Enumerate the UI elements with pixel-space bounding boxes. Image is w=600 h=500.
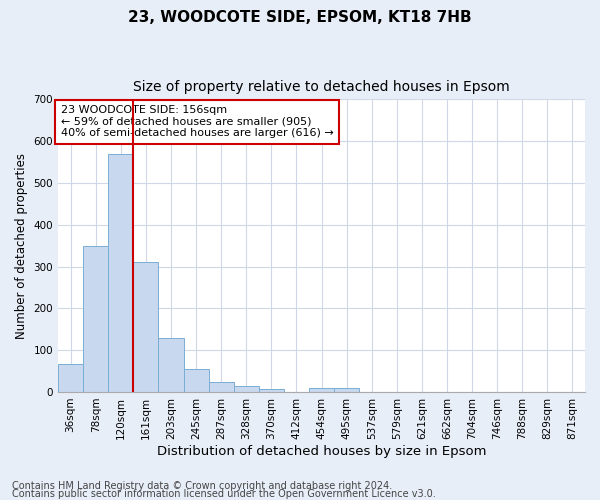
- Bar: [309, 388, 334, 392]
- X-axis label: Distribution of detached houses by size in Epsom: Distribution of detached houses by size …: [157, 444, 486, 458]
- Bar: [158, 338, 184, 392]
- Text: Contains HM Land Registry data © Crown copyright and database right 2024.: Contains HM Land Registry data © Crown c…: [12, 481, 392, 491]
- Bar: [58, 364, 83, 392]
- Bar: [108, 154, 133, 392]
- Bar: [184, 369, 209, 392]
- Text: 23 WOODCOTE SIDE: 156sqm
← 59% of detached houses are smaller (905)
40% of semi-: 23 WOODCOTE SIDE: 156sqm ← 59% of detach…: [61, 105, 334, 138]
- Bar: [83, 246, 108, 392]
- Bar: [259, 390, 284, 392]
- Bar: [209, 382, 233, 392]
- Bar: [133, 262, 158, 392]
- Bar: [233, 386, 259, 392]
- Text: 23, WOODCOTE SIDE, EPSOM, KT18 7HB: 23, WOODCOTE SIDE, EPSOM, KT18 7HB: [128, 10, 472, 25]
- Text: Contains public sector information licensed under the Open Government Licence v3: Contains public sector information licen…: [12, 489, 436, 499]
- Y-axis label: Number of detached properties: Number of detached properties: [15, 152, 28, 338]
- Bar: [334, 388, 359, 392]
- Title: Size of property relative to detached houses in Epsom: Size of property relative to detached ho…: [133, 80, 510, 94]
